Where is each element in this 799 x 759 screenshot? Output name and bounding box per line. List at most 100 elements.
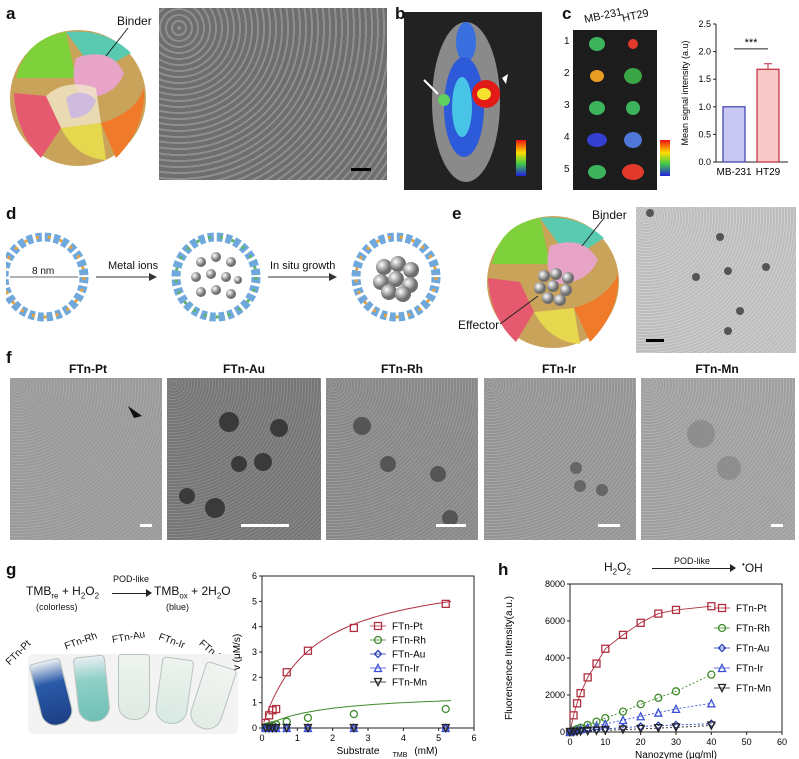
tem-title-ir: FTn-Ir [542, 362, 576, 376]
tem-image-ir [484, 378, 636, 540]
tem-image-rh [326, 378, 478, 540]
reaction-arrowhead-h [730, 564, 736, 572]
legend-label-ftn-pt: FTn-Pt [392, 622, 423, 633]
y-tick-label-c: 2.0 [698, 47, 711, 57]
x-tick-label-g: 4 [401, 733, 406, 743]
tem-image-e [636, 207, 796, 353]
point-ftn-mn [591, 726, 602, 736]
effector-label-e: Effector [458, 318, 500, 332]
x-tick-label-h: 10 [600, 737, 610, 747]
fit-line-ftn-ir [569, 702, 712, 733]
empty-cage [6, 232, 89, 322]
panel-label-b: b [395, 4, 406, 23]
tube-photo-g [28, 654, 238, 734]
tube-ir [153, 656, 195, 726]
y-tick-label-g: 1 [252, 698, 257, 708]
x-tick-label-g: 6 [471, 733, 476, 743]
legend-marker-ftn-au [717, 643, 727, 653]
point-ftn-pt [618, 630, 628, 640]
water-text: + 2H [191, 584, 217, 598]
h2o2-label-h: H2O2 [604, 560, 631, 577]
point-ftn-pt [303, 646, 313, 655]
x-axis-label-unit-g: (mM) [414, 746, 437, 757]
ferritin-effector-illustration [487, 216, 619, 348]
bar-chart-c: 0.0 0.5 1.0 1.5 2.0 2.5 MB-231 HT29 *** Mean sign… [680, 19, 788, 178]
x-tick-label-h: 0 [567, 737, 572, 747]
scale-bar-rh [436, 524, 466, 527]
point-ftn-rh [441, 704, 450, 714]
step-metal-ions: Metal ions [108, 260, 159, 272]
point-ftn-pt [601, 644, 610, 653]
y-tick-label-c: 0.0 [698, 157, 711, 167]
col-label-ht29: HT29 [621, 7, 650, 25]
row-label-1: 1 [564, 36, 570, 47]
y-tick-label-h: 2000 [545, 690, 565, 700]
point-ftn-mn [303, 723, 313, 733]
tube-label-rh: FTn-Rh [63, 630, 99, 653]
legend-label-ftn-au: FTn-Au [392, 650, 425, 661]
panel-label-h: h [498, 560, 509, 579]
binder-label-a: Binder [117, 14, 152, 28]
y-tick-label-c: 0.5 [698, 129, 711, 139]
bar-mb-231 [722, 106, 746, 163]
y-tick-label-h: 0 [560, 727, 565, 737]
x-tick-label-g: 3 [365, 733, 370, 743]
x-tick-label-h: 50 [742, 737, 752, 747]
fit-line-ftn-rh [263, 700, 452, 728]
row-label-5: 5 [564, 164, 570, 175]
col-label-mb231: MB-231 [583, 6, 624, 26]
x-tick-label-g: 1 [295, 733, 300, 743]
h2o2-h-text: H [604, 560, 613, 574]
row-label-3: 3 [564, 100, 570, 111]
point-ftn-pt [271, 704, 281, 714]
point-ftn-pt [671, 605, 681, 615]
panel-label-d: d [6, 204, 17, 223]
point-ftn-pt [576, 689, 585, 698]
synthesis-scheme-d [6, 232, 441, 322]
y-tick-label-g: 4 [252, 622, 257, 632]
tem-title-rh: FTn-Rh [381, 362, 423, 376]
y-tick-label-h: 6000 [545, 616, 565, 626]
point-ftn-mn [600, 726, 610, 736]
imaging-mouse-b [404, 12, 542, 190]
y-tick-label-g: 2 [252, 672, 257, 682]
fluorescence-chart-h: 0 10 20 30 40 50 60 0 2000 4000 6000 8000 FTn-Pt FTn-… [504, 579, 787, 759]
scale-bar-pt [140, 524, 152, 527]
fit-line-ftn-pt [263, 601, 452, 723]
tube-label-au: FTn-Au [111, 629, 147, 646]
size-label-8nm: 8 nm [32, 266, 55, 277]
cage-with-nanoparticle [351, 232, 441, 322]
y-tick-label-h: 4000 [545, 653, 565, 663]
point-ftn-ir [653, 707, 663, 717]
reaction-product-g: TMBox + 2H2O [154, 584, 231, 601]
tem-image-pt [10, 378, 162, 540]
binder-label-e: Binder [592, 208, 627, 222]
point-ftn-rh [654, 693, 663, 702]
cage-with-ions [171, 232, 261, 322]
x-tick-label-g: 5 [436, 733, 441, 743]
colorbar-c [660, 140, 670, 176]
point-ftn-pt [572, 699, 582, 708]
legend-label-ftn-ir: FTn-Ir [392, 664, 420, 675]
point-ftn-ir [576, 724, 586, 734]
x-tick-label-h: 40 [706, 737, 716, 747]
scale-bar-a [351, 168, 371, 171]
tube-rh [72, 654, 112, 724]
panel-label-a: a [6, 4, 16, 23]
point-ftn-rh [636, 700, 645, 709]
y-tick-label-g: 3 [252, 647, 257, 657]
x-tick-label-h: 30 [671, 737, 681, 747]
point-ftn-pt [592, 659, 601, 668]
tmb-re-sub: re [51, 591, 59, 601]
y-axis-label-g: v (μM/s) [232, 634, 243, 670]
point-ftn-pt [441, 599, 450, 609]
x-tick-label-g: 0 [259, 733, 264, 743]
x-axis-label-h: Nanozyme (μg/ml) [635, 750, 717, 759]
organ-imaging-grid-c [573, 30, 657, 190]
pod-like-label-h: POD-like [673, 556, 710, 566]
panel-label-g: g [6, 560, 17, 579]
y-tick-label-g: 5 [252, 596, 257, 606]
legend-label-ftn-rh: FTn-Rh [736, 624, 770, 635]
tem-image-mn [641, 378, 795, 540]
blue-label: (blue) [166, 602, 190, 612]
